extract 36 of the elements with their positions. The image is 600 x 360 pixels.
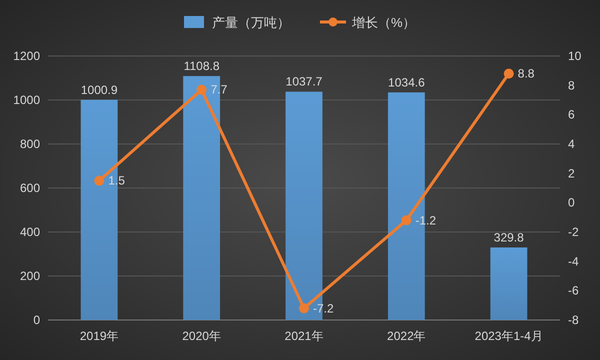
x-tick-label: 2019年 xyxy=(80,329,119,343)
y-tick-label: 1000 xyxy=(13,93,40,107)
y2-tick-label: 0 xyxy=(568,196,575,210)
y-tick-label: 400 xyxy=(20,225,40,239)
bar xyxy=(490,247,528,320)
y-tick-label: 600 xyxy=(20,181,40,195)
y2-tick-label: -2 xyxy=(568,225,579,239)
x-tick-label: 2022年 xyxy=(387,329,426,343)
x-tick-label: 2023年1-4月 xyxy=(474,329,543,343)
y2-tick-label: 6 xyxy=(568,108,575,122)
y-tick-label: 0 xyxy=(33,313,40,327)
y-tick-label: 800 xyxy=(20,137,40,151)
y-tick-label: 1200 xyxy=(13,49,40,63)
y2-tick-label: 8 xyxy=(568,78,575,92)
data-label: 1108.8 xyxy=(184,59,220,74)
y-tick-label: 200 xyxy=(20,269,40,283)
point xyxy=(196,84,207,95)
legend-label: 增长（%） xyxy=(351,15,416,30)
y2-tick-label: -6 xyxy=(568,284,579,298)
y2-tick-label: -8 xyxy=(568,313,579,327)
data-label: 329.8 xyxy=(494,230,524,244)
x-tick-label: 2021年 xyxy=(284,329,324,343)
y2-tick-label: 10 xyxy=(568,49,582,63)
data-label: 1037.7 xyxy=(286,74,323,89)
y2-tick-label: 4 xyxy=(568,137,575,151)
y2-tick-label: -4 xyxy=(568,254,579,268)
x-tick-label: 2020年 xyxy=(182,329,221,343)
legend-label: 产量（万吨） xyxy=(212,15,290,30)
point xyxy=(401,215,412,226)
data-label: 1034.6 xyxy=(388,75,426,90)
point xyxy=(299,303,309,314)
data-label: 8.8 xyxy=(518,66,535,81)
point xyxy=(94,176,104,186)
point xyxy=(504,68,514,79)
data-label: 1000.9 xyxy=(80,82,118,97)
y2-tick-label: 2 xyxy=(568,166,575,180)
